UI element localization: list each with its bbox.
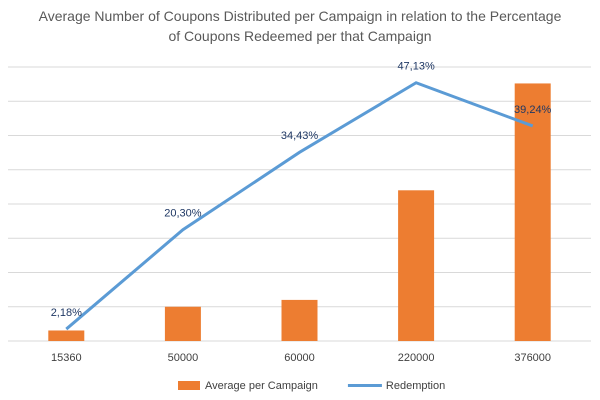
x-tick-label: 376000 xyxy=(514,352,551,364)
legend-label: Redemption xyxy=(386,380,445,392)
line xyxy=(65,81,534,331)
bar xyxy=(48,330,85,341)
bar xyxy=(398,190,435,341)
data-label: 34,43% xyxy=(281,130,319,142)
x-tick-label: 220000 xyxy=(398,352,435,364)
data-label: 39,24% xyxy=(514,104,552,116)
chart-title: Average Number of Coupons Distributed pe… xyxy=(38,8,562,44)
data-label: 2,18% xyxy=(51,307,82,319)
data-label: 47,13% xyxy=(397,61,435,73)
x-tick-label: 50000 xyxy=(168,352,199,364)
x-tick-label: 60000 xyxy=(284,352,315,364)
bar xyxy=(514,83,551,341)
bar xyxy=(164,306,201,341)
x-tick-label: 15360 xyxy=(51,352,82,364)
data-label: 20,30% xyxy=(164,208,202,220)
legend-swatch xyxy=(178,381,200,390)
legend-label: Average per Campaign xyxy=(205,380,318,392)
bar xyxy=(281,299,318,341)
